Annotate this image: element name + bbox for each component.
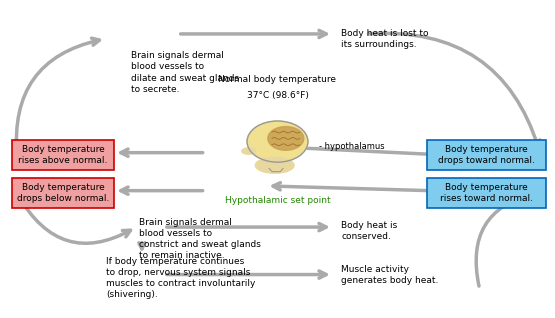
FancyBboxPatch shape <box>427 178 546 208</box>
FancyBboxPatch shape <box>427 140 546 170</box>
Ellipse shape <box>242 148 256 154</box>
Text: Hypothalamic set point: Hypothalamic set point <box>225 196 330 205</box>
Text: Body temperature
rises above normal.: Body temperature rises above normal. <box>18 145 108 165</box>
Text: - hypothalamus: - hypothalamus <box>319 142 385 151</box>
Ellipse shape <box>255 157 294 173</box>
Text: Body heat is
conserved.: Body heat is conserved. <box>341 221 397 241</box>
Text: Brain signals dermal
blood vessels to
dilate and sweat glands
to secrete.: Brain signals dermal blood vessels to di… <box>131 51 239 94</box>
Text: Body temperature
drops toward normal.: Body temperature drops toward normal. <box>438 145 535 165</box>
Text: Body temperature
drops below normal.: Body temperature drops below normal. <box>17 183 109 203</box>
FancyBboxPatch shape <box>12 140 114 170</box>
Ellipse shape <box>268 127 304 150</box>
FancyBboxPatch shape <box>12 178 114 208</box>
Ellipse shape <box>247 121 308 162</box>
Text: Body heat is lost to
its surroundings.: Body heat is lost to its surroundings. <box>341 29 428 49</box>
Text: 37°C (98.6°F): 37°C (98.6°F) <box>246 91 309 100</box>
Text: Body temperature
rises toward normal.: Body temperature rises toward normal. <box>440 183 533 203</box>
Text: If body temperature continues
to drop, nervous system signals
muscles to contrac: If body temperature continues to drop, n… <box>106 257 255 300</box>
Text: Muscle activity
generates body heat.: Muscle activity generates body heat. <box>341 265 438 285</box>
Text: Brain signals dermal
blood vessels to
constrict and sweat glands
to remain inact: Brain signals dermal blood vessels to co… <box>139 218 261 260</box>
Text: Normal body temperature: Normal body temperature <box>219 75 336 84</box>
